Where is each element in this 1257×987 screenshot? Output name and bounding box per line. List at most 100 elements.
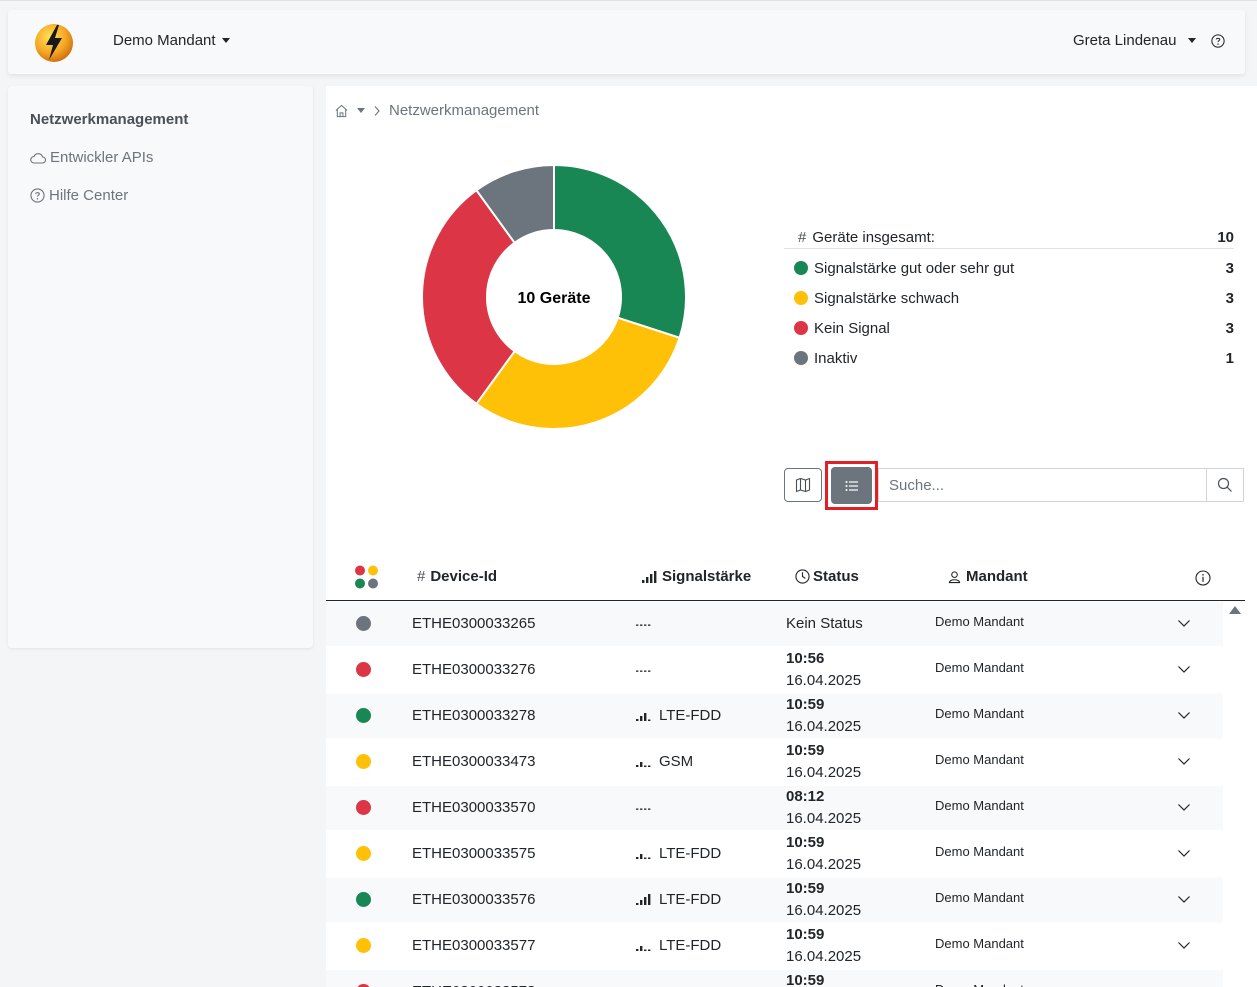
column-header-status[interactable]: Status (795, 568, 859, 585)
sidebar-title[interactable]: Netzwerkmanagement (30, 111, 189, 128)
device-status: 10:59 16.04.2025 (786, 924, 861, 968)
chevron-down-icon[interactable] (1177, 708, 1191, 722)
status-time: 10:56 (786, 650, 825, 667)
help-circle-icon[interactable] (1211, 34, 1225, 48)
user-name: Greta Lindenau (1073, 32, 1177, 49)
sidebar-item-entwickler-apis[interactable]: Entwickler APIs (30, 149, 153, 166)
device-id: ETHE0300033473 (412, 753, 536, 770)
chevron-down-icon[interactable] (1177, 846, 1191, 860)
table-row[interactable]: ETHE0300033576 LTE-FDD 10:59 16.04.2025 Demo… (326, 878, 1223, 922)
status-dot (794, 351, 808, 365)
map-view-button[interactable] (784, 468, 822, 502)
status-dot (356, 662, 371, 677)
main-content: Netzwerkmanagement 10 Geräte # Geräte ins… (326, 86, 1257, 987)
table-row[interactable]: ETHE0300033473 GSM 10:59 16.04.2025 Demo Man… (326, 740, 1223, 784)
status-time: 10:59 (786, 926, 825, 943)
stats-row-value: 3 (1225, 319, 1234, 337)
stats-total-value: 10 (1217, 228, 1234, 246)
column-header-label: Mandant (966, 568, 1028, 585)
signal-strength (636, 983, 651, 987)
sidebar-item-hilfe-center[interactable]: Hilfe Center (30, 187, 128, 204)
table-row[interactable]: ETHE0300033577 LTE-FDD 10:59 16.04.2025 Demo… (326, 924, 1223, 968)
donut-segment[interactable] (553, 164, 687, 340)
signal-strength (636, 661, 651, 672)
signal-strength: LTE-FDD (636, 845, 721, 862)
lightning-logo-icon[interactable] (34, 22, 74, 62)
device-id: ETHE0300033578 (412, 983, 535, 987)
column-header-signal[interactable]: Signalstärke (642, 568, 751, 585)
home-icon[interactable] (334, 104, 349, 118)
table-row[interactable]: ETHE0300033575 LTE-FDD 10:59 16.04.2025 Demo… (326, 832, 1223, 876)
sidebar-item-label: Hilfe Center (49, 187, 129, 204)
column-header-label: Signalstärke (662, 568, 752, 585)
no-signal-dashes-icon (636, 624, 651, 626)
device-status: Kein Status (786, 602, 863, 635)
cloud-icon (30, 152, 46, 164)
signal-type: LTE-FDD (659, 937, 722, 954)
caret-down-icon[interactable] (357, 108, 365, 113)
signal-strength (636, 615, 651, 626)
status-dot (794, 291, 808, 305)
device-table-body: ETHE0300033265 Kein Status Demo Mandant ETH… (326, 602, 1223, 987)
info-icon[interactable] (1195, 570, 1211, 586)
stats-row: Signalstärke schwach 3 (784, 283, 1234, 313)
device-id: ETHE0300033576 (412, 891, 536, 908)
status-text: Kein Status (786, 615, 863, 632)
donut-center-label: 10 Geräte (518, 290, 591, 307)
signal-bars-icon (636, 946, 651, 951)
list-icon (845, 480, 858, 491)
chevron-down-icon[interactable] (1177, 662, 1191, 676)
table-row[interactable]: ETHE0300033578 10:59 Demo Mandant (326, 970, 1223, 987)
signal-bars-icon (642, 570, 657, 583)
chevron-down-icon[interactable] (1177, 800, 1191, 814)
status-dot (356, 754, 371, 769)
device-mandant: Demo Mandant (935, 706, 1024, 721)
column-header-device-id[interactable]: # Device-Id (417, 568, 497, 585)
donut-segment[interactable] (422, 188, 517, 406)
status-time: 10:59 (786, 696, 825, 713)
table-row[interactable]: ETHE0300033265 Kein Status Demo Mandant (326, 602, 1223, 646)
chevron-down-icon[interactable] (1177, 616, 1191, 630)
search-input[interactable] (878, 468, 1206, 502)
table-row[interactable]: ETHE0300033278 LTE-FDD 10:59 16.04.2025 Demo… (326, 694, 1223, 738)
status-date: 16.04.2025 (786, 856, 862, 873)
status-dots-icon[interactable] (354, 564, 379, 590)
device-status: 10:59 16.04.2025 (786, 832, 861, 876)
donut-segment[interactable] (475, 316, 681, 430)
mandant-dropdown[interactable]: Demo Mandant (113, 32, 230, 49)
scroll-up-arrow-icon[interactable] (1229, 606, 1241, 614)
column-header-label: Status (813, 568, 859, 585)
donut-segment[interactable] (475, 164, 555, 245)
search-button[interactable] (1206, 468, 1244, 502)
status-date: 16.04.2025 (786, 672, 862, 689)
chevron-down-icon[interactable] (1177, 938, 1191, 952)
signal-strength: LTE-FDD (636, 891, 721, 908)
status-dot (356, 800, 371, 815)
status-date: 16.04.2025 (786, 764, 862, 781)
signal-strength: LTE-FDD (636, 937, 721, 954)
table-row[interactable]: ETHE0300033570 08:12 16.04.2025 Demo Mandan… (326, 786, 1223, 830)
signal-bars-icon (636, 713, 651, 721)
stats-row-value: 3 (1225, 259, 1234, 277)
user-dropdown[interactable]: Greta Lindenau (1073, 32, 1197, 49)
stats-row-value: 3 (1225, 289, 1234, 307)
status-date: 16.04.2025 (786, 902, 862, 919)
breadcrumb: Netzwerkmanagement (334, 102, 539, 119)
list-view-button[interactable] (831, 467, 872, 504)
device-id: ETHE0300033570 (412, 799, 536, 816)
status-dot (356, 846, 371, 861)
caret-down-icon (1188, 38, 1197, 43)
highlight-box (825, 461, 878, 510)
signal-type: LTE-FDD (659, 707, 722, 724)
signal-strength: GSM (636, 753, 693, 770)
chevron-down-icon[interactable] (1177, 754, 1191, 768)
stats-row-label: Signalstärke gut oder sehr gut (814, 259, 1015, 277)
device-id: ETHE0300033575 (412, 845, 536, 862)
status-dot (356, 984, 371, 987)
chevron-down-icon[interactable] (1177, 892, 1191, 906)
column-header-mandant[interactable]: Mandant (948, 568, 1028, 585)
signal-bars-icon (636, 894, 651, 905)
no-signal-dashes-icon (636, 670, 651, 672)
table-row[interactable]: ETHE0300033276 10:56 16.04.2025 Demo Mandan… (326, 648, 1223, 692)
signal-type: LTE-FDD (659, 891, 722, 908)
